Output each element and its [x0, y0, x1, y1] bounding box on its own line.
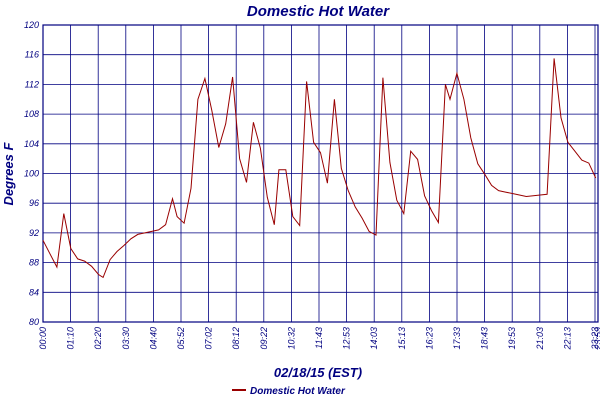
- x-tick-label: 23:23: [590, 327, 600, 351]
- x-tick-label: 03:30: [121, 327, 131, 350]
- x-tick-label: 00:00: [38, 327, 48, 350]
- y-tick-label: 116: [25, 50, 39, 60]
- y-tick-label: 84: [29, 287, 39, 297]
- x-tick-label: 08:12: [231, 327, 241, 350]
- x-tick-label: 05:52: [176, 327, 186, 350]
- x-axis-label: 02/18/15 (EST): [274, 365, 362, 380]
- y-tick-label: 108: [24, 109, 39, 119]
- y-tick-label: 120: [24, 20, 39, 30]
- y-tick-label: 88: [29, 258, 39, 268]
- x-tick-labels: 00:00 01:10 02:20 03:30 04:40 05:52 07:02 08:12…: [38, 327, 600, 351]
- x-tick-label: 16:23: [424, 327, 434, 350]
- x-tick-label: 23:59: [593, 327, 600, 351]
- x-tick-label: 04:40: [148, 327, 158, 350]
- legend: Domestic Hot Water: [232, 386, 346, 397]
- x-tick-label: 11:43: [314, 327, 324, 349]
- y-tick-label: 92: [29, 228, 39, 238]
- grid: [42, 24, 599, 323]
- y-axis-label: Degrees F: [1, 142, 16, 206]
- x-tick-label: 10:32: [286, 327, 296, 350]
- x-tick-label: 12:53: [342, 327, 352, 350]
- x-tick-label: 18:43: [480, 327, 490, 350]
- y-tick-labels: 80 84 88 92 96 100 104 108 112 116 120: [24, 20, 39, 327]
- x-tick-label: 15:13: [397, 327, 407, 350]
- y-tick-label: 112: [25, 79, 39, 89]
- x-tick-label: 09:22: [259, 327, 269, 350]
- x-tick-label: 07:02: [204, 327, 214, 350]
- y-tick-label: 104: [24, 139, 39, 149]
- x-tick-label: 19:53: [507, 327, 517, 350]
- series-line-domestic-hot-water: [42, 58, 597, 279]
- y-tick-label: 100: [24, 169, 39, 179]
- y-tick-label: 96: [29, 198, 39, 208]
- x-tick-label: 14:03: [369, 327, 379, 350]
- legend-label: Domestic Hot Water: [250, 386, 346, 397]
- x-tick-label: 02:20: [93, 327, 103, 350]
- x-tick-label: 22:13: [562, 327, 572, 351]
- y-tick-label: 80: [29, 317, 39, 327]
- x-tick-label: 21:03: [535, 327, 545, 351]
- chart-title: Domestic Hot Water: [247, 3, 390, 20]
- x-tick-label: 17:33: [452, 327, 462, 350]
- plot-frame: [42, 24, 599, 323]
- x-tick-label: 01:10: [66, 327, 76, 350]
